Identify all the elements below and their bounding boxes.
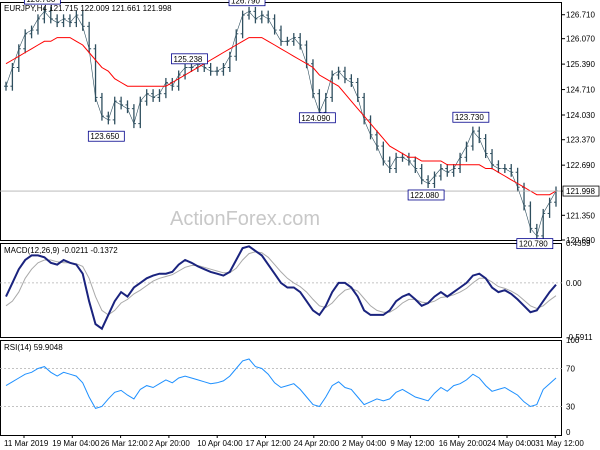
x-tick-label: 19 Mar 04:00	[52, 439, 100, 448]
annotation-label: 126.790	[231, 0, 260, 6]
price-y-tick-label: 122.690	[566, 161, 595, 170]
price-line	[5, 10, 557, 237]
panel-frame-2	[0, 340, 562, 436]
macd-signal-line	[5, 251, 557, 316]
rsi-y-tick-label: 70	[566, 365, 575, 374]
rsi-header: RSI(14) 59.9048	[4, 343, 63, 352]
panel-frame-1	[0, 243, 562, 338]
annotation-box	[452, 111, 490, 123]
rsi-y-tick-label: 100	[566, 336, 580, 345]
x-tick-label: 31 May 12:00	[535, 439, 584, 448]
price-y-tick-label: 123.370	[566, 136, 595, 145]
x-tick-label: 16 May 20:00	[439, 439, 488, 448]
price-y-tick-label: 124.030	[566, 111, 595, 120]
annotation-label: 126.780	[26, 0, 55, 4]
macd-y-tick-label: 0.00	[566, 279, 582, 288]
x-tick-label: 24 Apr 20:00	[294, 439, 340, 448]
rsi-line	[5, 358, 557, 409]
annotation-label: 124.090	[301, 114, 330, 123]
price-y-tick-label: 126.070	[566, 35, 595, 44]
annotation-box	[171, 53, 208, 65]
price-y-tick-label: 121.350	[566, 211, 595, 220]
annotation-label: 125.238	[173, 55, 202, 64]
price-header: EURJPY,H4 121.715 122.009 121.661 121.99…	[4, 4, 172, 13]
price-y-tick-label: 124.710	[566, 86, 595, 95]
annotation-label: 123.650	[90, 132, 119, 141]
panel-frame-0	[0, 2, 562, 241]
x-tick-label: 2 Apr 20:00	[149, 439, 190, 448]
price-y-tick-label: 121.998	[566, 187, 595, 196]
macd-header: MACD(12,26,9) -0.0211 -0.1372	[4, 246, 118, 255]
rsi-y-tick-label: 0	[566, 428, 571, 437]
price-y-tick-label: 125.390	[566, 60, 595, 69]
last-price-box	[562, 185, 600, 197]
rsi-y-tick-label: 30	[566, 403, 575, 412]
x-tick-label: 17 Apr 12:00	[246, 439, 292, 448]
annotation-label: 122.080	[410, 191, 439, 200]
annotation-box	[298, 112, 336, 124]
x-tick-label: 2 May 04:00	[342, 439, 387, 448]
watermark-text: ActionForex.com	[170, 208, 320, 230]
moving-average-line	[5, 37, 557, 196]
annotation-box	[407, 189, 445, 201]
annotation-box	[87, 130, 125, 142]
macd-y-tick-label: 0.4359	[566, 239, 591, 248]
x-tick-label: 9 May 12:00	[390, 439, 435, 448]
price-y-tick-label: 120.690	[566, 236, 595, 245]
annotation-box	[516, 238, 554, 250]
macd-y-tick-label: -0.5911	[566, 333, 593, 342]
annotation-box	[23, 0, 61, 5]
annotation-label: 120.780	[519, 240, 548, 249]
x-tick-label: 10 Apr 04:00	[197, 439, 243, 448]
x-tick-label: 11 Mar 2019	[4, 439, 49, 448]
macd-line	[5, 245, 557, 331]
x-tick-label: 24 May 04:00	[487, 439, 536, 448]
annotation-label: 123.730	[455, 113, 484, 122]
annotation-box	[228, 0, 266, 7]
x-tick-label: 26 Mar 12:00	[101, 439, 149, 448]
price-y-tick-label: 126.710	[566, 11, 595, 20]
